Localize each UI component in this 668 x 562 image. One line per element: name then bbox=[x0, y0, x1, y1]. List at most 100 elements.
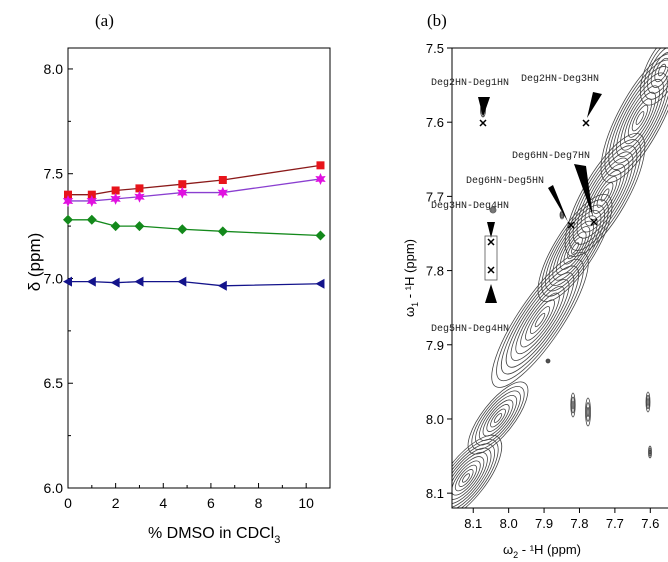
contour-ring bbox=[452, 451, 488, 505]
chart-b-xtick-label: 7.8 bbox=[570, 516, 588, 531]
contour-ring bbox=[510, 279, 570, 361]
contour-ring bbox=[657, 63, 667, 77]
chart-a-point bbox=[316, 161, 325, 170]
chart-a-ytick-label: 6.5 bbox=[44, 375, 64, 391]
contour-peak bbox=[646, 394, 650, 410]
contour-ring bbox=[631, 104, 649, 132]
chart-a-ylabel: δ (ppm) bbox=[25, 233, 44, 292]
contour-ring bbox=[608, 66, 668, 170]
contour-ring bbox=[570, 242, 580, 254]
chart-b-ytick-label: 7.7 bbox=[426, 189, 444, 204]
crosspeak-label: Deg6HN-Deg5HN bbox=[466, 176, 544, 187]
annotation-arrow bbox=[478, 97, 490, 117]
contour-ring bbox=[452, 434, 503, 508]
crosspeak-mark bbox=[487, 238, 495, 246]
chart-a-point bbox=[134, 221, 145, 232]
chart-a-point bbox=[86, 276, 96, 287]
chart-a-point bbox=[315, 278, 325, 289]
crosspeak-label: Deg2HN-Deg1HN bbox=[431, 78, 509, 89]
annotation-arrow bbox=[487, 222, 495, 238]
chart-b-ytick-label: 8.0 bbox=[426, 412, 444, 427]
contour-ring bbox=[515, 285, 565, 355]
chart-a-series-line bbox=[68, 219, 321, 237]
contour-ring bbox=[486, 404, 510, 432]
contour-ring bbox=[529, 306, 551, 334]
chart-a-point bbox=[64, 190, 72, 199]
contour-ring bbox=[643, 48, 668, 100]
contour-peak bbox=[545, 358, 551, 364]
chart-a-series-line bbox=[68, 280, 321, 287]
chart-b-frame bbox=[451, 47, 668, 509]
contour-ring bbox=[580, 157, 630, 233]
contour-ring bbox=[467, 381, 529, 455]
contour-ring bbox=[616, 78, 664, 158]
contour-ring bbox=[647, 48, 668, 94]
contour-ring bbox=[496, 258, 584, 382]
annotation-arrow bbox=[587, 92, 602, 118]
chart-a-point bbox=[177, 224, 188, 235]
chart-a-series-line bbox=[68, 178, 321, 202]
chart-a-xlabel: % DMSO in CDCl3 bbox=[148, 525, 280, 546]
contour-peak bbox=[649, 449, 651, 455]
contour-ring bbox=[471, 386, 525, 450]
chart-a-point bbox=[217, 280, 227, 291]
chart-a-point bbox=[315, 173, 326, 185]
contour-ring bbox=[600, 188, 610, 202]
contour-ring bbox=[624, 91, 656, 145]
crosspeak-label: Deg6HN-Deg7HN bbox=[512, 151, 590, 162]
chart-b-xtick-label: 7.9 bbox=[535, 516, 553, 531]
contour-peak bbox=[491, 208, 495, 212]
annotation-arrow bbox=[548, 185, 568, 222]
chart-a-point bbox=[63, 276, 72, 287]
panel-label-a: (a) bbox=[95, 11, 114, 30]
chart-a-point bbox=[62, 195, 74, 207]
chart-a-point bbox=[86, 214, 97, 225]
contour-ring bbox=[475, 390, 521, 446]
contour-peak bbox=[585, 397, 591, 427]
chart-a-frame bbox=[67, 47, 331, 489]
chart-a-point bbox=[86, 195, 97, 207]
contour-peak bbox=[570, 392, 576, 418]
chart-b-xtick-label: 7.6 bbox=[641, 516, 659, 531]
contour-ring bbox=[541, 199, 609, 297]
chart-b-xtick-label: 8.0 bbox=[500, 516, 518, 531]
contour-ring bbox=[592, 176, 618, 214]
contour-ring bbox=[576, 151, 634, 239]
contour-ring bbox=[600, 53, 668, 183]
crosspeak-label: Deg3HN-Deg4HN bbox=[431, 201, 509, 212]
contour-ring bbox=[620, 85, 660, 151]
chart-a-point bbox=[134, 276, 144, 287]
contour-ring bbox=[491, 252, 589, 388]
contour-ring bbox=[490, 408, 506, 428]
contour-peak bbox=[571, 400, 575, 410]
contour-peak bbox=[546, 359, 550, 363]
chart-a-point bbox=[134, 190, 145, 203]
chart-a-ytick-label: 7.0 bbox=[44, 270, 64, 286]
contour-peak bbox=[560, 211, 564, 219]
chart-a-point bbox=[87, 190, 96, 199]
contour-ring bbox=[454, 464, 478, 492]
crosspeak-mark bbox=[567, 221, 575, 229]
contour-ring bbox=[556, 220, 594, 276]
contour-ring bbox=[452, 456, 485, 500]
crosspeak-box bbox=[484, 235, 498, 281]
chart-b-ytick-label: 7.6 bbox=[426, 115, 444, 130]
chart-b-ylabel: ω1 - ¹H (ppm) bbox=[402, 239, 420, 317]
chart-a-xtick-label: 4 bbox=[159, 495, 167, 511]
contour-peak bbox=[571, 396, 575, 414]
chart-b-ytick-label: 7.8 bbox=[426, 264, 444, 279]
chart-a-point bbox=[63, 214, 73, 225]
chart-a-point bbox=[178, 180, 187, 189]
chart-a-ytick-label: 7.5 bbox=[44, 166, 64, 182]
contour-ring bbox=[534, 312, 546, 328]
contour-peak bbox=[648, 445, 652, 459]
crosspeak-label: Deg5HN-Deg4HN bbox=[431, 324, 509, 335]
contour-peak bbox=[546, 359, 550, 363]
contour-ring bbox=[493, 413, 503, 423]
panel-label-b: (b) bbox=[427, 11, 447, 30]
nmr-contour-map bbox=[452, 48, 668, 508]
contour-ring bbox=[505, 272, 575, 368]
crosspeak-mark bbox=[479, 119, 487, 127]
crosspeak-mark bbox=[590, 218, 598, 226]
